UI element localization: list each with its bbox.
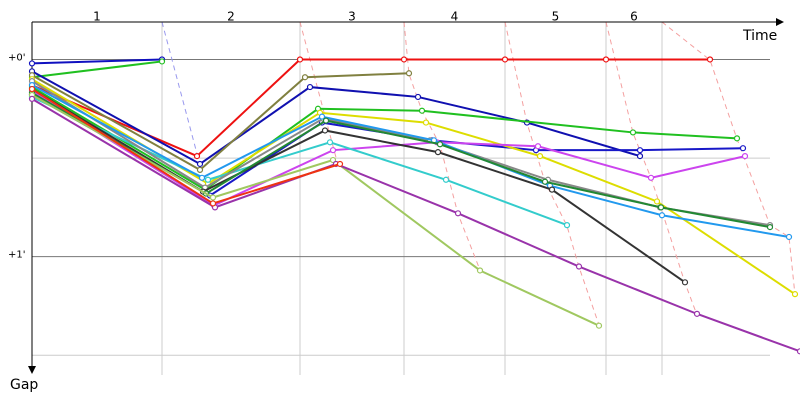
data-point [636, 147, 644, 154]
data-point [534, 143, 542, 150]
data-point [414, 93, 422, 101]
lap-label: 3 [348, 10, 356, 24]
y-tick-label: +1' [8, 250, 26, 261]
series-line [31, 86, 738, 191]
data-point [442, 176, 450, 183]
data-point [28, 85, 36, 93]
data-point [785, 233, 793, 241]
data-point [541, 178, 549, 185]
data-point [647, 174, 655, 181]
data-point [28, 60, 36, 67]
data-point [422, 119, 430, 126]
data-point [796, 348, 800, 355]
data-point [318, 113, 326, 120]
data-point [602, 56, 610, 63]
data-point [329, 156, 337, 164]
data-point [739, 145, 747, 152]
series-line [31, 60, 163, 79]
data-point [693, 310, 701, 317]
series-line [31, 88, 686, 284]
data-point [204, 176, 212, 183]
y-axis-arrow [28, 366, 36, 374]
series-line [31, 70, 641, 166]
data-point [636, 153, 644, 160]
lap-label: 1 [93, 10, 101, 24]
data-point [301, 74, 309, 81]
data-point [657, 204, 665, 211]
data-point [158, 58, 166, 65]
data-point [209, 194, 217, 201]
lap-connectors [161, 21, 796, 326]
data-point [28, 95, 36, 103]
y-axis-label: Gap [10, 377, 38, 393]
grid [32, 22, 770, 375]
lap-label: 6 [630, 10, 638, 24]
data-point [575, 263, 583, 270]
data-point [329, 147, 337, 154]
data-point [733, 135, 741, 142]
data-point [629, 129, 637, 136]
lap-label: 4 [451, 10, 459, 24]
data-point [336, 160, 344, 168]
lap-connector [504, 21, 600, 326]
data-point [296, 56, 304, 63]
data-point [454, 210, 462, 217]
data-point [321, 127, 329, 134]
data-point [681, 279, 689, 286]
data-point [209, 200, 217, 207]
data-point [306, 83, 314, 91]
x-axis-label: Time [742, 28, 777, 44]
data-point [548, 186, 556, 193]
lap-connector [299, 21, 339, 166]
data-point [653, 198, 661, 205]
data-point [196, 160, 204, 168]
data-point [536, 153, 544, 160]
data-point [595, 322, 603, 329]
data-point [741, 153, 749, 160]
series-line [31, 58, 163, 65]
data-point [766, 223, 774, 231]
y-tick-label: +0' [8, 52, 26, 63]
lap-label: 2 [227, 10, 235, 24]
lap-connector [661, 21, 796, 296]
data-point [791, 291, 799, 298]
data-point [196, 166, 204, 174]
data-point [193, 153, 201, 160]
data-point [198, 174, 206, 181]
data-point [706, 56, 714, 63]
lap-connector [403, 21, 481, 271]
data-point [501, 56, 509, 63]
data-point [563, 222, 571, 229]
lap-connector [161, 21, 201, 166]
data-point [405, 70, 413, 77]
data-point [326, 139, 334, 146]
data-point [322, 117, 330, 124]
series-line [31, 72, 410, 172]
data-point [418, 107, 426, 114]
data-point [658, 212, 666, 219]
data-point [436, 141, 444, 148]
data-point [434, 149, 442, 156]
lap-label: 5 [552, 10, 560, 24]
x-axis-arrow [776, 18, 784, 26]
data-point [400, 56, 408, 63]
data-point [476, 267, 484, 274]
